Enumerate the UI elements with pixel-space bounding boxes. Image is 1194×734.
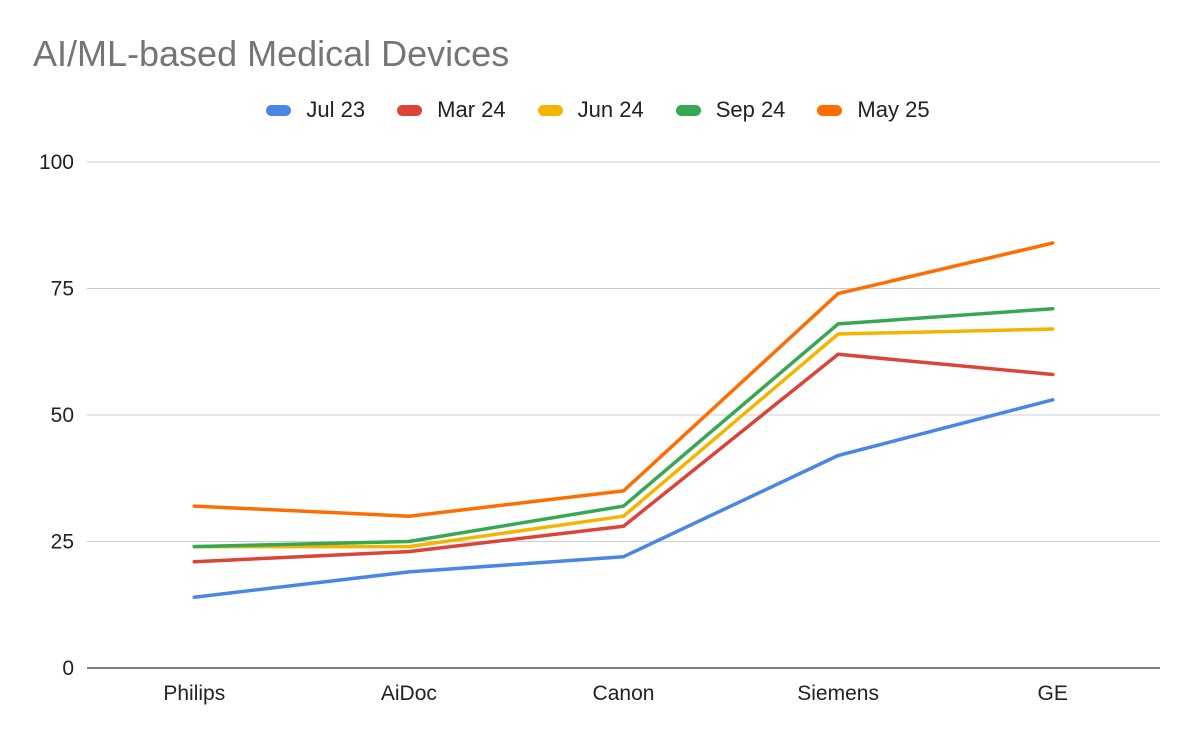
data-point — [621, 555, 626, 559]
data-point — [192, 544, 196, 549]
legend-label: May 25 — [857, 97, 930, 122]
data-point — [1051, 307, 1055, 311]
x-tick-label: Canon — [593, 682, 655, 705]
data-point — [1051, 327, 1055, 331]
data-point — [836, 453, 840, 458]
data-point — [407, 550, 411, 554]
data-point — [1051, 398, 1055, 402]
legend-item-jul-23[interactable]: Jul 23 — [266, 97, 365, 123]
legend-swatch — [675, 104, 701, 116]
legend-label: Jun 24 — [577, 97, 644, 122]
x-tick-label: GE — [1038, 682, 1068, 705]
legend-item-sep-24[interactable]: Sep 24 — [675, 97, 786, 123]
series-line-may-25 — [192, 241, 1055, 518]
data-point — [836, 352, 840, 356]
x-tick-labels: Philips AiDoc Canon Siemens GE — [163, 682, 1068, 705]
y-tick-labels: 0 25 50 75 100 — [39, 151, 74, 680]
data-point — [192, 560, 196, 564]
legend-label: Jul 23 — [306, 97, 366, 122]
y-tick-label: 50 — [51, 404, 74, 427]
legend-swatch — [397, 104, 423, 116]
x-tick-label: Philips — [163, 682, 225, 705]
series-line-mar-24 — [192, 352, 1055, 564]
legend-item-jun-24[interactable]: Jun 24 — [537, 97, 644, 123]
data-point — [836, 332, 840, 336]
data-point — [192, 504, 196, 508]
data-point — [621, 514, 626, 518]
data-point — [1051, 241, 1055, 245]
data-point — [621, 504, 626, 508]
legend-label: Sep 24 — [715, 97, 786, 122]
x-tick-label: Siemens — [797, 682, 879, 705]
legend-item-mar-24[interactable]: Mar 24 — [397, 97, 506, 123]
x-tick-label: AiDoc — [381, 682, 437, 705]
legend-label: Mar 24 — [437, 97, 506, 122]
data-point — [407, 570, 411, 574]
data-point — [836, 322, 840, 326]
data-point — [407, 544, 411, 549]
y-tick-label: 75 — [51, 278, 74, 301]
legend-swatch — [537, 104, 563, 116]
y-tick-label: 25 — [51, 531, 74, 554]
data-point — [1051, 372, 1055, 377]
gridlines — [87, 161, 1160, 542]
data-point — [192, 595, 196, 599]
chart-title: AI/ML-based Medical Devices — [33, 33, 510, 74]
legend-swatch — [817, 104, 843, 116]
data-point — [836, 291, 840, 296]
legend-swatch — [266, 104, 292, 116]
legend-item-may-25[interactable]: May 25 — [817, 97, 930, 123]
data-point — [407, 514, 411, 518]
data-point — [407, 539, 411, 544]
data-point — [621, 489, 626, 493]
series-line-jul-23 — [192, 398, 1055, 599]
legend: Jul 23 Mar 24 Jun 24 Sep 24 May 25 — [0, 97, 1194, 123]
data-point — [621, 524, 626, 528]
series-lines — [192, 241, 1055, 599]
y-tick-label: 100 — [39, 151, 74, 174]
y-tick-label: 0 — [62, 657, 74, 680]
